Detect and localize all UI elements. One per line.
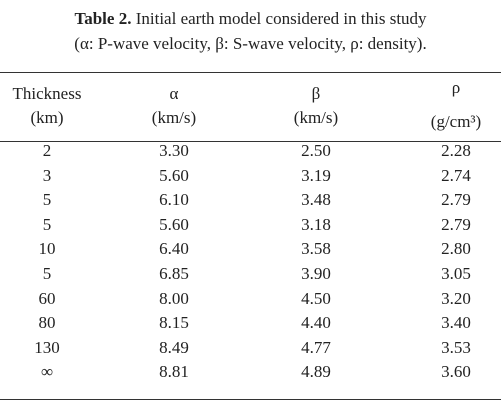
table-cell: 3.48 <box>301 190 331 210</box>
header-cell: ρ <box>451 78 461 97</box>
header-cell: Thickness <box>12 84 82 103</box>
table-cell: 8.81 <box>159 362 189 382</box>
table-cell: 80 <box>38 313 56 333</box>
caption-note: (α: P-wave velocity, β: S-wave velocity,… <box>74 34 427 53</box>
table-cell: 3.30 <box>159 141 189 160</box>
table-cell: 3.58 <box>301 239 331 259</box>
table-cell: 4.89 <box>301 362 331 382</box>
table-cell: 4.50 <box>301 288 331 308</box>
header-cell: β <box>311 84 321 103</box>
table-cell: 3.53 <box>441 337 471 357</box>
table-cell: 3.19 <box>301 165 331 185</box>
table-cell: 5.60 <box>159 165 189 185</box>
table-cell: 2.74 <box>441 165 471 185</box>
table-cell: 3.40 <box>441 313 471 333</box>
table-cell: 2 <box>42 141 52 160</box>
table-cell: 3.90 <box>301 264 331 283</box>
table-cell: 5 <box>42 214 52 234</box>
table-cell: 3.05 <box>441 264 471 283</box>
table-cell: 8.00 <box>159 288 189 308</box>
table-cell: 2.80 <box>441 239 471 259</box>
table-cell: 4.77 <box>301 337 331 357</box>
table-cell: 2.79 <box>441 190 471 210</box>
header-cell: (km/s) <box>151 108 197 127</box>
table-cell: 2.50 <box>301 141 331 160</box>
table-cell: 8.49 <box>159 337 189 357</box>
table-cell: 2.79 <box>441 214 471 234</box>
header-cell: (g/cm³) <box>430 112 482 131</box>
table-cell: 6.85 <box>159 264 189 283</box>
table-cell: 5.60 <box>159 214 189 234</box>
header-cell: (km/s) <box>293 108 339 127</box>
table-cell: 6.10 <box>159 190 189 210</box>
bottom-rule <box>0 399 501 400</box>
caption-title: Initial earth model considered in this s… <box>135 9 427 28</box>
header-cell: α <box>169 84 179 103</box>
table-cell: 3.20 <box>441 288 471 308</box>
table-cell: 4.40 <box>301 313 331 333</box>
table-cell: ∞ <box>40 362 54 382</box>
caption-line: Table 2. Initial earth model considered … <box>0 9 501 29</box>
table-cell: 5 <box>42 264 52 283</box>
table-cell: 3.60 <box>441 362 471 382</box>
table-cell: 6.40 <box>159 239 189 259</box>
table-cell: 3.18 <box>301 214 331 234</box>
table-cell: 60 <box>38 288 56 308</box>
caption-label: Table 2. <box>74 9 132 28</box>
header-cell: (km) <box>30 108 64 127</box>
table-cell: 5 <box>42 190 52 210</box>
table-cell: 130 <box>34 337 60 357</box>
table-cell: 2.28 <box>441 141 471 160</box>
top-rule <box>0 72 501 73</box>
table-cell: 10 <box>38 239 56 259</box>
header-rule <box>0 141 501 142</box>
table-cell: 8.15 <box>159 313 189 333</box>
table-cell: 3 <box>42 165 52 185</box>
